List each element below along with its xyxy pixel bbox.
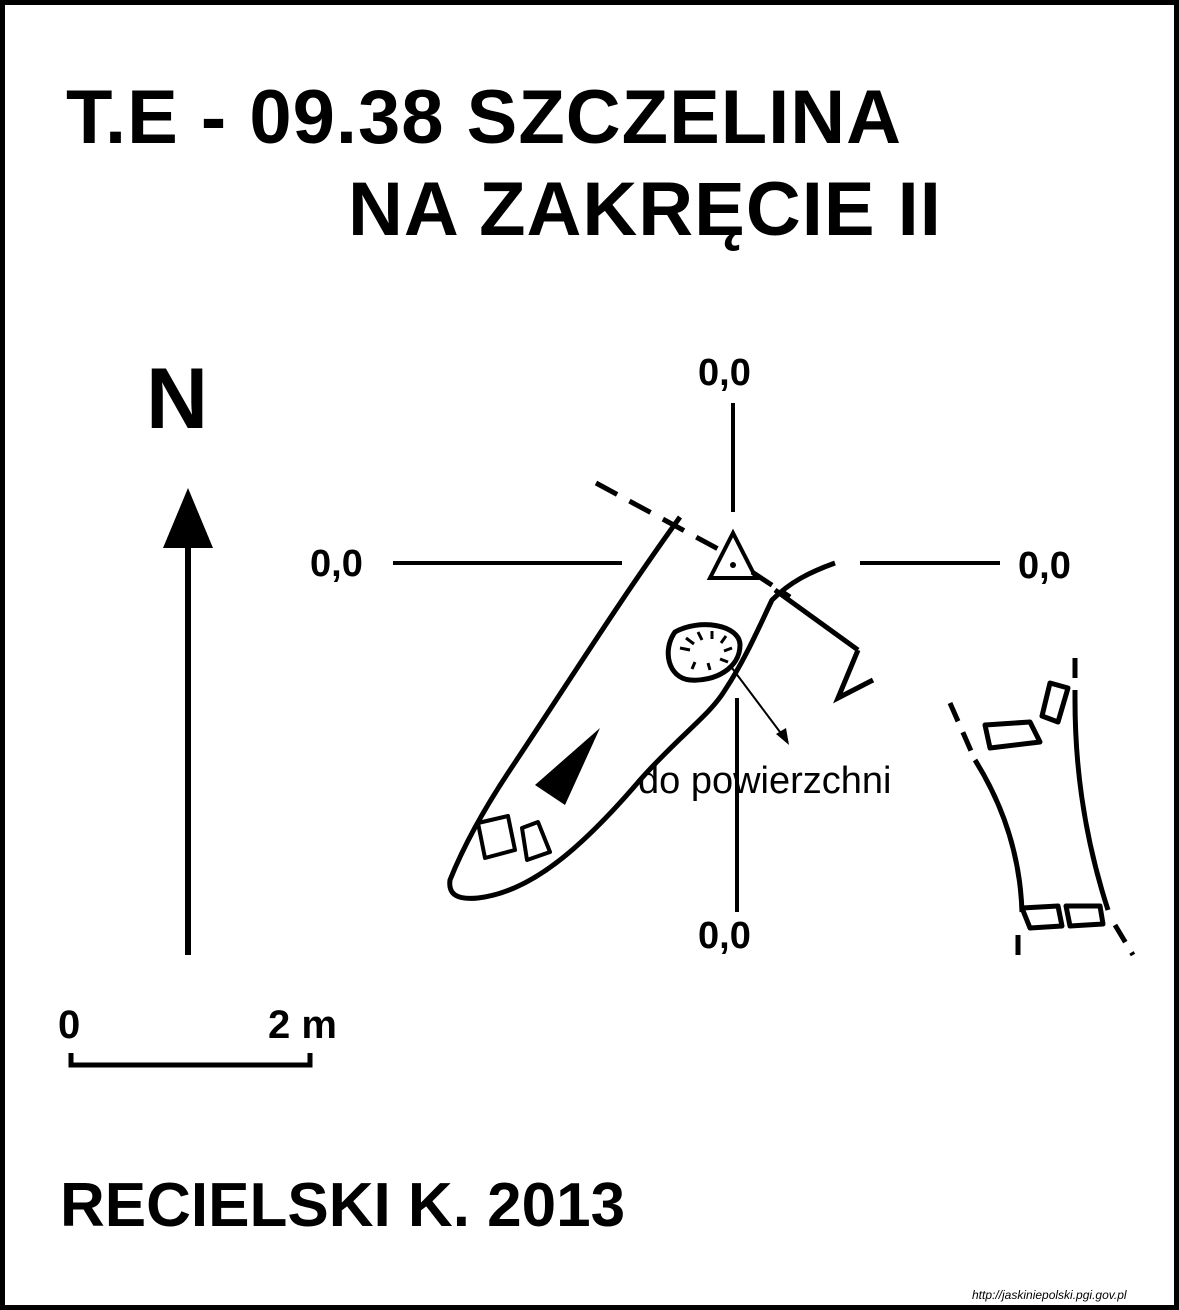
- title-line-1: T.E - 09.38 SZCZELINA: [66, 75, 903, 160]
- cave-passage-outline: [447, 515, 836, 901]
- entrance-marker-icon: [706, 528, 760, 580]
- coordinate-cross: [393, 403, 1000, 912]
- direction-arrow: [773, 587, 875, 704]
- scale-end-label: 2 m: [268, 1003, 337, 1047]
- boulders: [476, 814, 552, 862]
- north-label: N: [146, 351, 209, 447]
- scale-start-label: 0: [58, 1003, 81, 1047]
- dashed-edge-line: [594, 480, 792, 600]
- coord-left: 0,0: [310, 543, 363, 585]
- coord-top: 0,0: [698, 352, 751, 394]
- scale-bar: [68, 1053, 313, 1068]
- annotation-pointer: [731, 667, 789, 745]
- slope-triangle-icon: [535, 728, 600, 805]
- cross-section: [947, 658, 1136, 965]
- coord-right: 0,0: [1018, 545, 1071, 587]
- author-label: RECIELSKI K. 2013: [60, 1171, 626, 1240]
- title-line-2: NA ZAKRĘCIE II: [348, 167, 942, 252]
- north-arrow: [163, 488, 213, 955]
- annotation-to-surface: do powierzchni: [638, 760, 892, 802]
- shaft-opening: [665, 622, 743, 683]
- source-url: http://jaskiniepolski.pgi.gov.pl: [972, 1288, 1127, 1302]
- coord-bottom: 0,0: [698, 915, 751, 957]
